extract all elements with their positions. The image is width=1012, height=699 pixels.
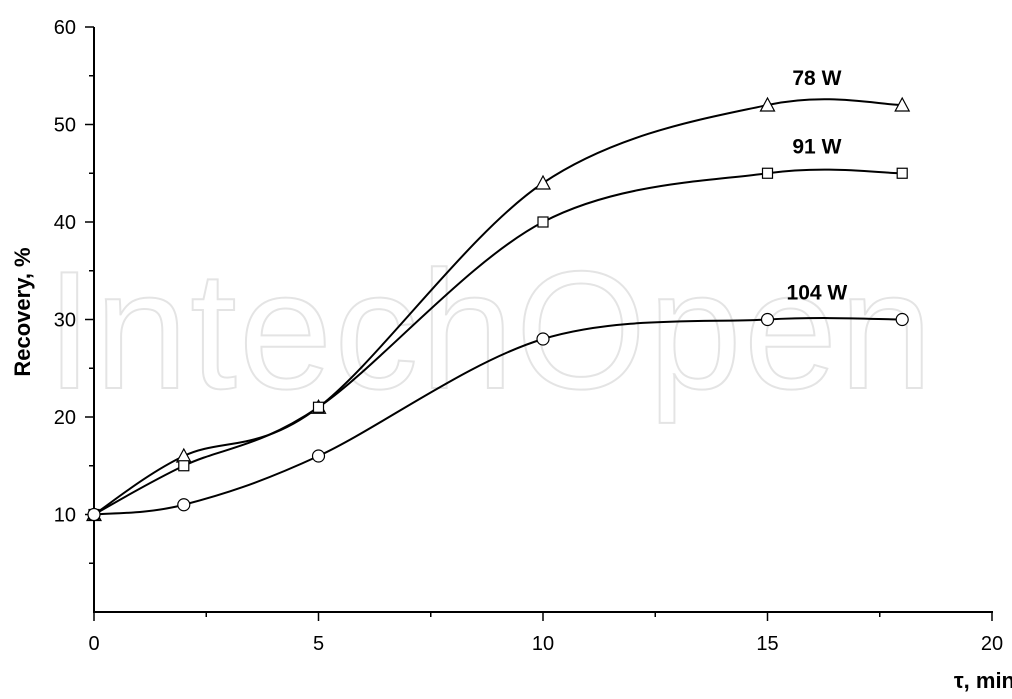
series-labels: 78 W 91 W 104 W xyxy=(787,67,848,305)
triangle-marker xyxy=(534,174,552,190)
x-tick-label: 0 xyxy=(88,633,99,655)
y-tick-label: 50 xyxy=(54,115,76,137)
y-tick-label: 20 xyxy=(54,407,76,429)
y-tick-label: 10 xyxy=(54,505,76,527)
x-tick-label: 20 xyxy=(981,633,1003,655)
x-tick-label: 15 xyxy=(756,633,778,655)
series-label: 104 W xyxy=(787,282,848,305)
circle-marker xyxy=(87,507,101,522)
square-marker xyxy=(896,167,908,179)
y-tick-label: 40 xyxy=(54,212,76,234)
triangle-marker xyxy=(175,447,192,463)
square-marker xyxy=(178,460,190,472)
triangle-marker xyxy=(759,96,776,112)
series-markers xyxy=(85,96,911,522)
square-marker xyxy=(761,167,774,179)
circle-marker xyxy=(536,332,550,346)
circle-marker xyxy=(760,312,775,327)
y-axis-title: Recovery, % xyxy=(10,247,35,376)
series-label: 91 W xyxy=(792,135,841,158)
circle-marker xyxy=(895,312,909,327)
x-tick-label: 10 xyxy=(532,633,554,655)
triangle-marker xyxy=(894,96,911,112)
x-axis-title: τ, min xyxy=(954,668,1012,693)
y-tick-label: 60 xyxy=(54,17,76,39)
x-tick-label: 5 xyxy=(313,633,324,655)
y-tick-label: 30 xyxy=(54,310,76,332)
square-marker xyxy=(537,216,549,228)
watermark-logo: IntechOpen xyxy=(46,236,935,424)
series-label: 78 W xyxy=(792,67,841,90)
circle-marker xyxy=(311,449,326,463)
square-marker xyxy=(312,401,325,413)
circle-marker xyxy=(177,498,191,512)
